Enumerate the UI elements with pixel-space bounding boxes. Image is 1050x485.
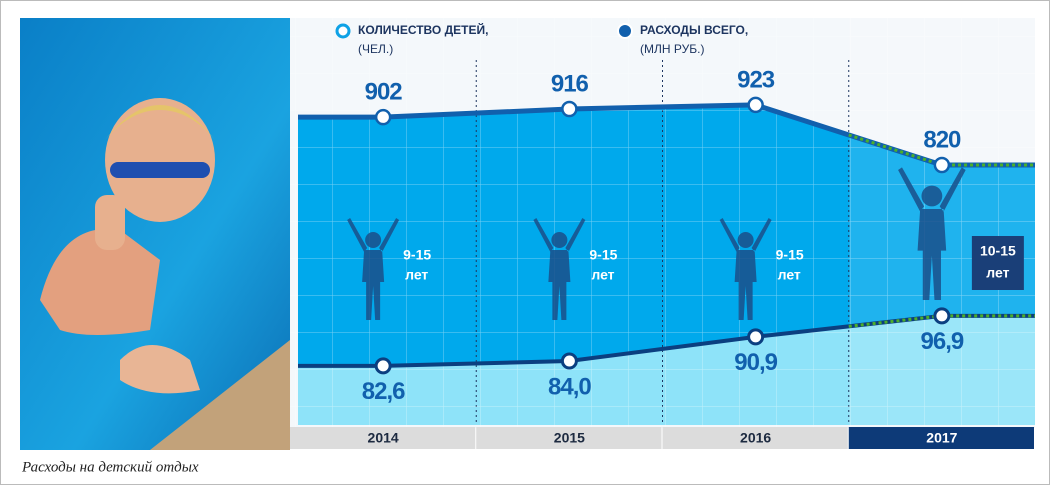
figure-head <box>551 232 567 248</box>
figure-head <box>921 186 942 207</box>
value-label: 916 <box>551 70 589 97</box>
point <box>376 359 390 373</box>
legend-label: РАСХОДЫ ВСЕГО, <box>640 23 748 37</box>
value-label: 902 <box>365 79 403 106</box>
value-label: 90,9 <box>734 349 777 376</box>
figure-head <box>365 232 381 248</box>
value-label: 820 <box>923 126 961 153</box>
point <box>376 110 390 124</box>
legend-unit: (МЛН РУБ.) <box>640 42 704 56</box>
age-label: 9-15 <box>776 247 804 263</box>
x-tick-label: 2014 <box>368 430 399 446</box>
figure-head <box>738 232 754 248</box>
point <box>749 330 763 344</box>
value-label: 923 <box>737 66 775 93</box>
legend-icon <box>337 25 349 37</box>
value-label: 96,9 <box>921 328 964 355</box>
caption: Расходы на детский отдых <box>21 459 199 475</box>
legend-icon <box>618 24 632 38</box>
point <box>935 158 949 172</box>
age-label: лет <box>405 267 428 283</box>
x-tick-label: 2016 <box>740 430 771 446</box>
value-label: 82,6 <box>362 378 405 405</box>
age-label: лет <box>778 267 801 283</box>
age-label: 10-15 <box>980 243 1016 259</box>
x-tick-label: 2017 <box>926 430 957 446</box>
legend-label: КОЛИЧЕСТВО ДЕТЕЙ, <box>358 22 488 37</box>
point <box>562 102 576 116</box>
age-label: 9-15 <box>589 247 617 263</box>
photo <box>20 18 290 450</box>
point <box>935 309 949 323</box>
point <box>562 354 576 368</box>
age-label: лет <box>986 265 1009 281</box>
value-label: 84,0 <box>548 373 591 400</box>
age-label: 9-15 <box>403 247 431 263</box>
legend-unit: (ЧЕЛ.) <box>358 42 393 56</box>
age-label: лет <box>591 267 614 283</box>
point <box>749 98 763 112</box>
x-tick-label: 2015 <box>554 430 585 446</box>
infographic: 9-15 лет 902 82,6 2014 9-15 лет 916 84,0 2015 9-15… <box>0 0 1050 485</box>
